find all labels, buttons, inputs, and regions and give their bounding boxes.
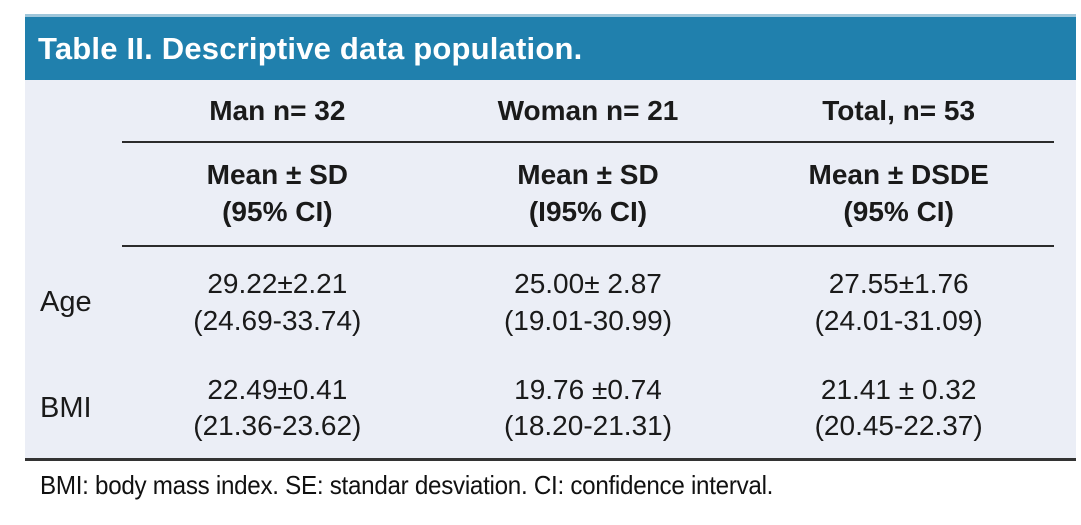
bmi-woman-ci: (18.20-21.31) xyxy=(503,410,673,441)
bmi-total-ci: (20.45-22.37) xyxy=(814,410,983,441)
age-man-ci: (24.69-33.74) xyxy=(193,304,362,336)
empty-corner-cell xyxy=(25,80,122,143)
subheader-total-line2: (95% CI) xyxy=(843,196,954,227)
row-label-age: Age xyxy=(40,286,92,318)
subheader-man: Mean ± SD (95% CI) xyxy=(122,143,433,247)
subheader-woman-line1: Mean ± SD xyxy=(517,159,659,191)
subheader-total: Mean ± DSDE (95% CI) xyxy=(743,143,1054,247)
table-title-bar: Table II. Descriptive data population. xyxy=(25,14,1076,80)
table-body: Man n= 32 Woman n= 21 Total, n= 53 Mean … xyxy=(25,80,1076,461)
age-woman-mean: 25.00± 2.87 xyxy=(514,268,662,300)
age-man-cell: 29.22±2.21 (24.69-33.74) xyxy=(122,247,433,358)
subheader-woman-line2: (I95% CI) xyxy=(528,196,648,227)
row-label-bmi: BMI xyxy=(40,391,92,424)
sub-header-row: Mean ± SD (95% CI) Mean ± SD (I95% CI) M… xyxy=(25,143,1054,247)
bmi-woman-cell: 19.76 ±0.74 (18.20-21.31) xyxy=(433,358,744,458)
age-total-mean: 27.55±1.76 xyxy=(828,268,969,300)
age-man-mean: 29.22±2.21 xyxy=(207,268,348,300)
bmi-man-mean: 22.49±0.41 xyxy=(207,373,348,405)
column-header-total: Total, n= 53 xyxy=(743,80,1054,143)
age-woman-cell: 25.00± 2.87 (19.01-30.99) xyxy=(433,247,744,358)
column-header-woman: Woman n= 21 xyxy=(432,80,744,143)
age-woman-ci: (19.01-30.99) xyxy=(503,304,673,336)
group-header-row: Man n= 32 Woman n= 21 Total, n= 53 xyxy=(25,80,1054,143)
subheader-man-line2: (95% CI) xyxy=(222,196,333,227)
bmi-total-cell: 21.41 ± 0.32 (20.45-22.37) xyxy=(743,358,1054,458)
subheader-man-line1: Mean ± SD xyxy=(206,159,349,191)
bmi-man-cell: 22.49±0.41 (21.36-23.62) xyxy=(122,358,433,458)
bmi-total-mean: 21.41 ± 0.32 xyxy=(820,373,977,405)
age-total-cell: 27.55±1.76 (24.01-31.09) xyxy=(743,247,1054,358)
empty-corner-cell xyxy=(25,143,122,247)
bmi-woman-mean: 19.76 ±0.74 xyxy=(514,373,662,405)
subheader-woman: Mean ± SD (I95% CI) xyxy=(432,143,744,247)
table-title: Table II. Descriptive data population. xyxy=(38,30,583,66)
table-row-bmi: BMI 22.49±0.41 (21.36-23.62) 19.76 ±0.74… xyxy=(25,358,1054,458)
table-figure: Table II. Descriptive data population. M… xyxy=(25,14,1076,461)
subheader-total-line1: Mean ± DSDE xyxy=(808,159,989,191)
column-header-man: Man n= 32 xyxy=(122,80,433,143)
bmi-man-ci: (21.36-23.62) xyxy=(193,410,362,441)
age-total-ci: (24.01-31.09) xyxy=(814,304,983,336)
table-row-age: Age 29.22±2.21 (24.69-33.74) 25.00± 2.87… xyxy=(25,247,1054,358)
table-footnote: BMI: body mass index. SE: standar desvia… xyxy=(40,470,774,500)
